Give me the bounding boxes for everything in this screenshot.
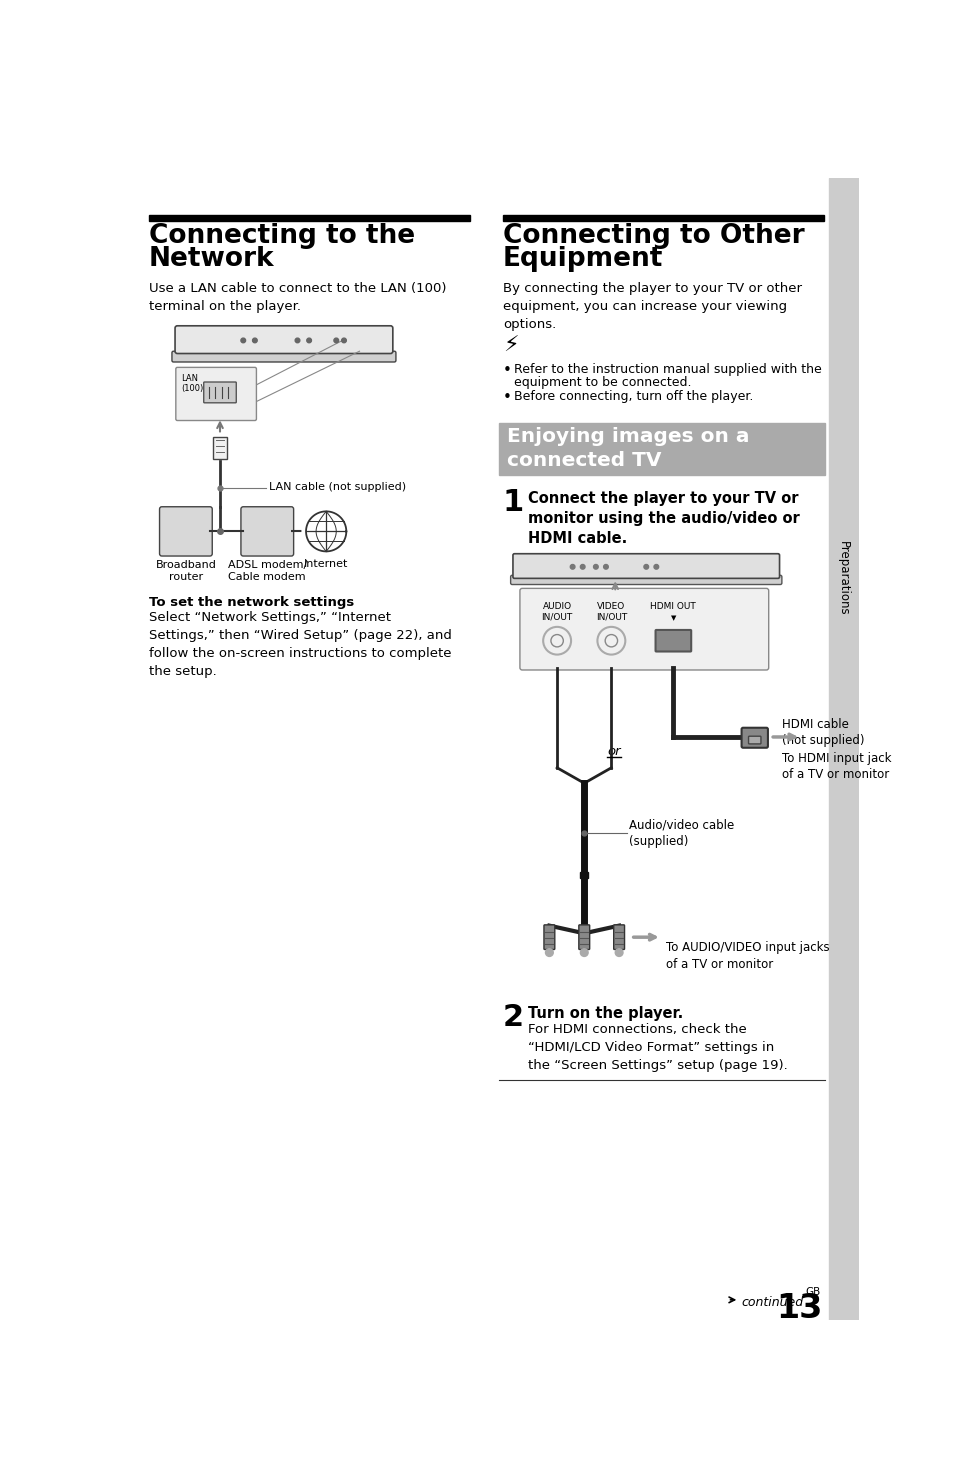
Text: Broadband
router: Broadband router bbox=[155, 561, 216, 583]
Bar bbox=[149, 215, 470, 221]
Text: Connect the player to your TV or
monitor using the audio/video or
HDMI cable.: Connect the player to your TV or monitor… bbox=[527, 491, 799, 546]
Circle shape bbox=[654, 565, 658, 569]
Text: Refer to the instruction manual supplied with the: Refer to the instruction manual supplied… bbox=[513, 363, 821, 375]
FancyBboxPatch shape bbox=[613, 925, 624, 949]
FancyBboxPatch shape bbox=[513, 553, 779, 578]
Circle shape bbox=[593, 565, 598, 569]
Text: connected TV: connected TV bbox=[506, 451, 660, 470]
FancyBboxPatch shape bbox=[519, 589, 768, 670]
Text: equipment to be connected.: equipment to be connected. bbox=[513, 375, 691, 389]
FancyBboxPatch shape bbox=[174, 326, 393, 353]
FancyBboxPatch shape bbox=[655, 630, 691, 651]
Circle shape bbox=[643, 565, 648, 569]
Bar bbox=[828, 178, 858, 1320]
FancyBboxPatch shape bbox=[175, 368, 256, 421]
FancyBboxPatch shape bbox=[578, 925, 589, 949]
Text: LAN
(100): LAN (100) bbox=[181, 374, 203, 393]
Circle shape bbox=[334, 338, 338, 343]
Text: Network: Network bbox=[149, 246, 274, 271]
Circle shape bbox=[603, 565, 608, 569]
FancyBboxPatch shape bbox=[510, 575, 781, 584]
Text: Equipment: Equipment bbox=[502, 246, 662, 271]
Text: VIDEO
IN/OUT: VIDEO IN/OUT bbox=[595, 602, 626, 621]
Circle shape bbox=[545, 949, 553, 957]
Text: continued: continued bbox=[740, 1296, 802, 1309]
Circle shape bbox=[253, 338, 257, 343]
Text: •: • bbox=[502, 390, 511, 405]
Bar bbox=[502, 215, 823, 221]
Circle shape bbox=[241, 338, 245, 343]
FancyBboxPatch shape bbox=[740, 728, 767, 747]
Text: AUDIO
IN/OUT: AUDIO IN/OUT bbox=[541, 602, 572, 621]
Circle shape bbox=[579, 949, 587, 957]
Text: HDMI OUT: HDMI OUT bbox=[650, 602, 696, 611]
Circle shape bbox=[294, 338, 299, 343]
Text: LAN cable (not supplied): LAN cable (not supplied) bbox=[269, 482, 406, 492]
Bar bbox=[498, 423, 824, 475]
FancyBboxPatch shape bbox=[543, 925, 555, 949]
Text: Use a LAN cable to connect to the LAN (100)
terminal on the player.: Use a LAN cable to connect to the LAN (1… bbox=[149, 282, 446, 313]
Text: Before connecting, turn off the player.: Before connecting, turn off the player. bbox=[513, 390, 752, 403]
Circle shape bbox=[307, 338, 311, 343]
Text: For HDMI connections, check the
“HDMI/LCD Video Format” settings in
the “Screen : For HDMI connections, check the “HDMI/LC… bbox=[527, 1023, 786, 1072]
Text: Turn on the player.: Turn on the player. bbox=[527, 1005, 682, 1020]
Text: 1: 1 bbox=[502, 488, 523, 518]
Text: HDMI cable
(not supplied): HDMI cable (not supplied) bbox=[781, 718, 863, 747]
FancyBboxPatch shape bbox=[159, 507, 212, 556]
Circle shape bbox=[579, 565, 584, 569]
FancyBboxPatch shape bbox=[241, 507, 294, 556]
Text: ▼: ▼ bbox=[670, 615, 676, 621]
FancyBboxPatch shape bbox=[172, 351, 395, 362]
Text: GB: GB bbox=[804, 1287, 820, 1296]
Text: (((((((: ((((((( bbox=[525, 564, 545, 569]
Text: Audio/video cable
(supplied): Audio/video cable (supplied) bbox=[629, 819, 734, 848]
Text: To HDMI input jack
of a TV or monitor: To HDMI input jack of a TV or monitor bbox=[781, 752, 890, 782]
Text: To set the network settings: To set the network settings bbox=[149, 596, 354, 610]
Text: Connecting to Other: Connecting to Other bbox=[502, 222, 803, 249]
FancyBboxPatch shape bbox=[748, 736, 760, 744]
Text: To AUDIO/VIDEO input jacks
of a TV or monitor: To AUDIO/VIDEO input jacks of a TV or mo… bbox=[665, 942, 828, 971]
Text: Internet: Internet bbox=[304, 559, 348, 569]
Text: Select “Network Settings,” “Internet
Settings,” then “Wired Setup” (page 22), an: Select “Network Settings,” “Internet Set… bbox=[149, 611, 451, 678]
Text: 2: 2 bbox=[502, 1003, 523, 1032]
Text: Connecting to the: Connecting to the bbox=[149, 222, 415, 249]
Text: Preparations: Preparations bbox=[837, 541, 849, 615]
Text: or: or bbox=[607, 744, 620, 758]
Text: 13: 13 bbox=[776, 1292, 822, 1326]
Bar bbox=[213, 437, 227, 460]
Bar bbox=[579, 872, 587, 878]
Circle shape bbox=[615, 949, 622, 957]
Text: Enjoying images on a: Enjoying images on a bbox=[506, 427, 748, 446]
Text: ADSL modem/
Cable modem: ADSL modem/ Cable modem bbox=[228, 561, 307, 583]
FancyBboxPatch shape bbox=[204, 383, 236, 403]
Text: (((((((: ((((((( bbox=[193, 337, 212, 344]
Text: ⚡: ⚡ bbox=[502, 335, 518, 356]
Text: •: • bbox=[502, 363, 511, 378]
Text: By connecting the player to your TV or other
equipment, you can increase your vi: By connecting the player to your TV or o… bbox=[502, 282, 801, 331]
Circle shape bbox=[570, 565, 575, 569]
Circle shape bbox=[341, 338, 346, 343]
